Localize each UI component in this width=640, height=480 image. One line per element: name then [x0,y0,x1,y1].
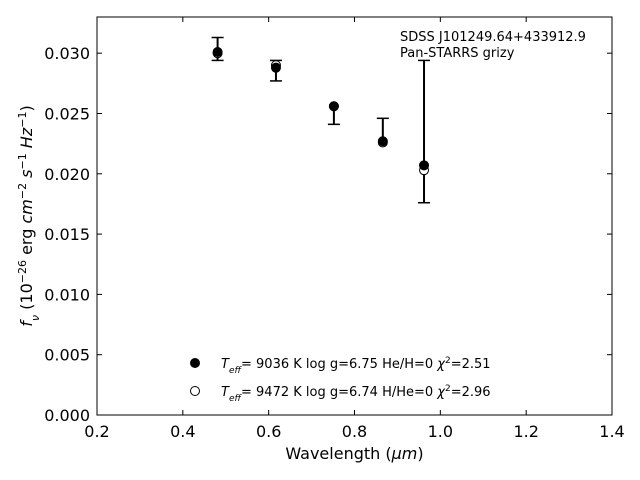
legend-marker-open [190,386,200,396]
error-bars [211,36,431,204]
x-tick-label: 1.2 [513,422,538,441]
x-tick-label: 0.6 [256,422,281,441]
y-tick-label: 0.005 [44,346,90,365]
data-markers [212,46,430,176]
x-axis-label: Wavelength (μm) [285,444,423,463]
x-tick-label: 0.4 [170,422,195,441]
legend-label-1: Teff= 9036 K log g=6.75 He/H=0 χ2=2.51 [221,356,491,376]
legend: Teff= 9036 K log g=6.75 He/H=0 χ2=2.51 T… [190,356,491,404]
y-tick-label: 0.030 [44,44,90,63]
data-point-filled [377,136,388,147]
y-tick-label: 0.025 [44,104,90,123]
x-tick-label: 1.4 [599,422,624,441]
legend-label-2: Teff= 9472 K log g=6.74 H/He=0 χ2=2.96 [221,384,491,404]
y-tick-label: 0.020 [44,165,90,184]
y-tick-label: 0.000 [44,406,90,425]
y-tick-label: 0.010 [44,285,90,304]
plot-frame [96,16,613,416]
legend-marker-filled [190,358,200,368]
annotation-line-2: Pan-STARRS grizy [400,46,515,61]
y-axis-label: fν (10−26 erg cm−2 s−1 Hz−1) [16,105,42,326]
data-point-filled [270,62,281,73]
x-tick-label: 0.8 [342,422,367,441]
annotation-line-1: SDSS J101249.64+433912.9 [400,30,586,45]
data-point-filled [419,160,430,171]
x-tick-label: 1.0 [428,422,453,441]
data-point-filled [212,46,223,57]
x-tick-label: 0.2 [84,422,109,441]
y-tick-label: 0.015 [44,225,90,244]
data-point-filled [328,101,339,112]
axis-ticks: 0.2 0.4 0.6 0.8 1.0 1.2 1.4 0.000 0.005 0.010 0.01… [44,17,625,441]
